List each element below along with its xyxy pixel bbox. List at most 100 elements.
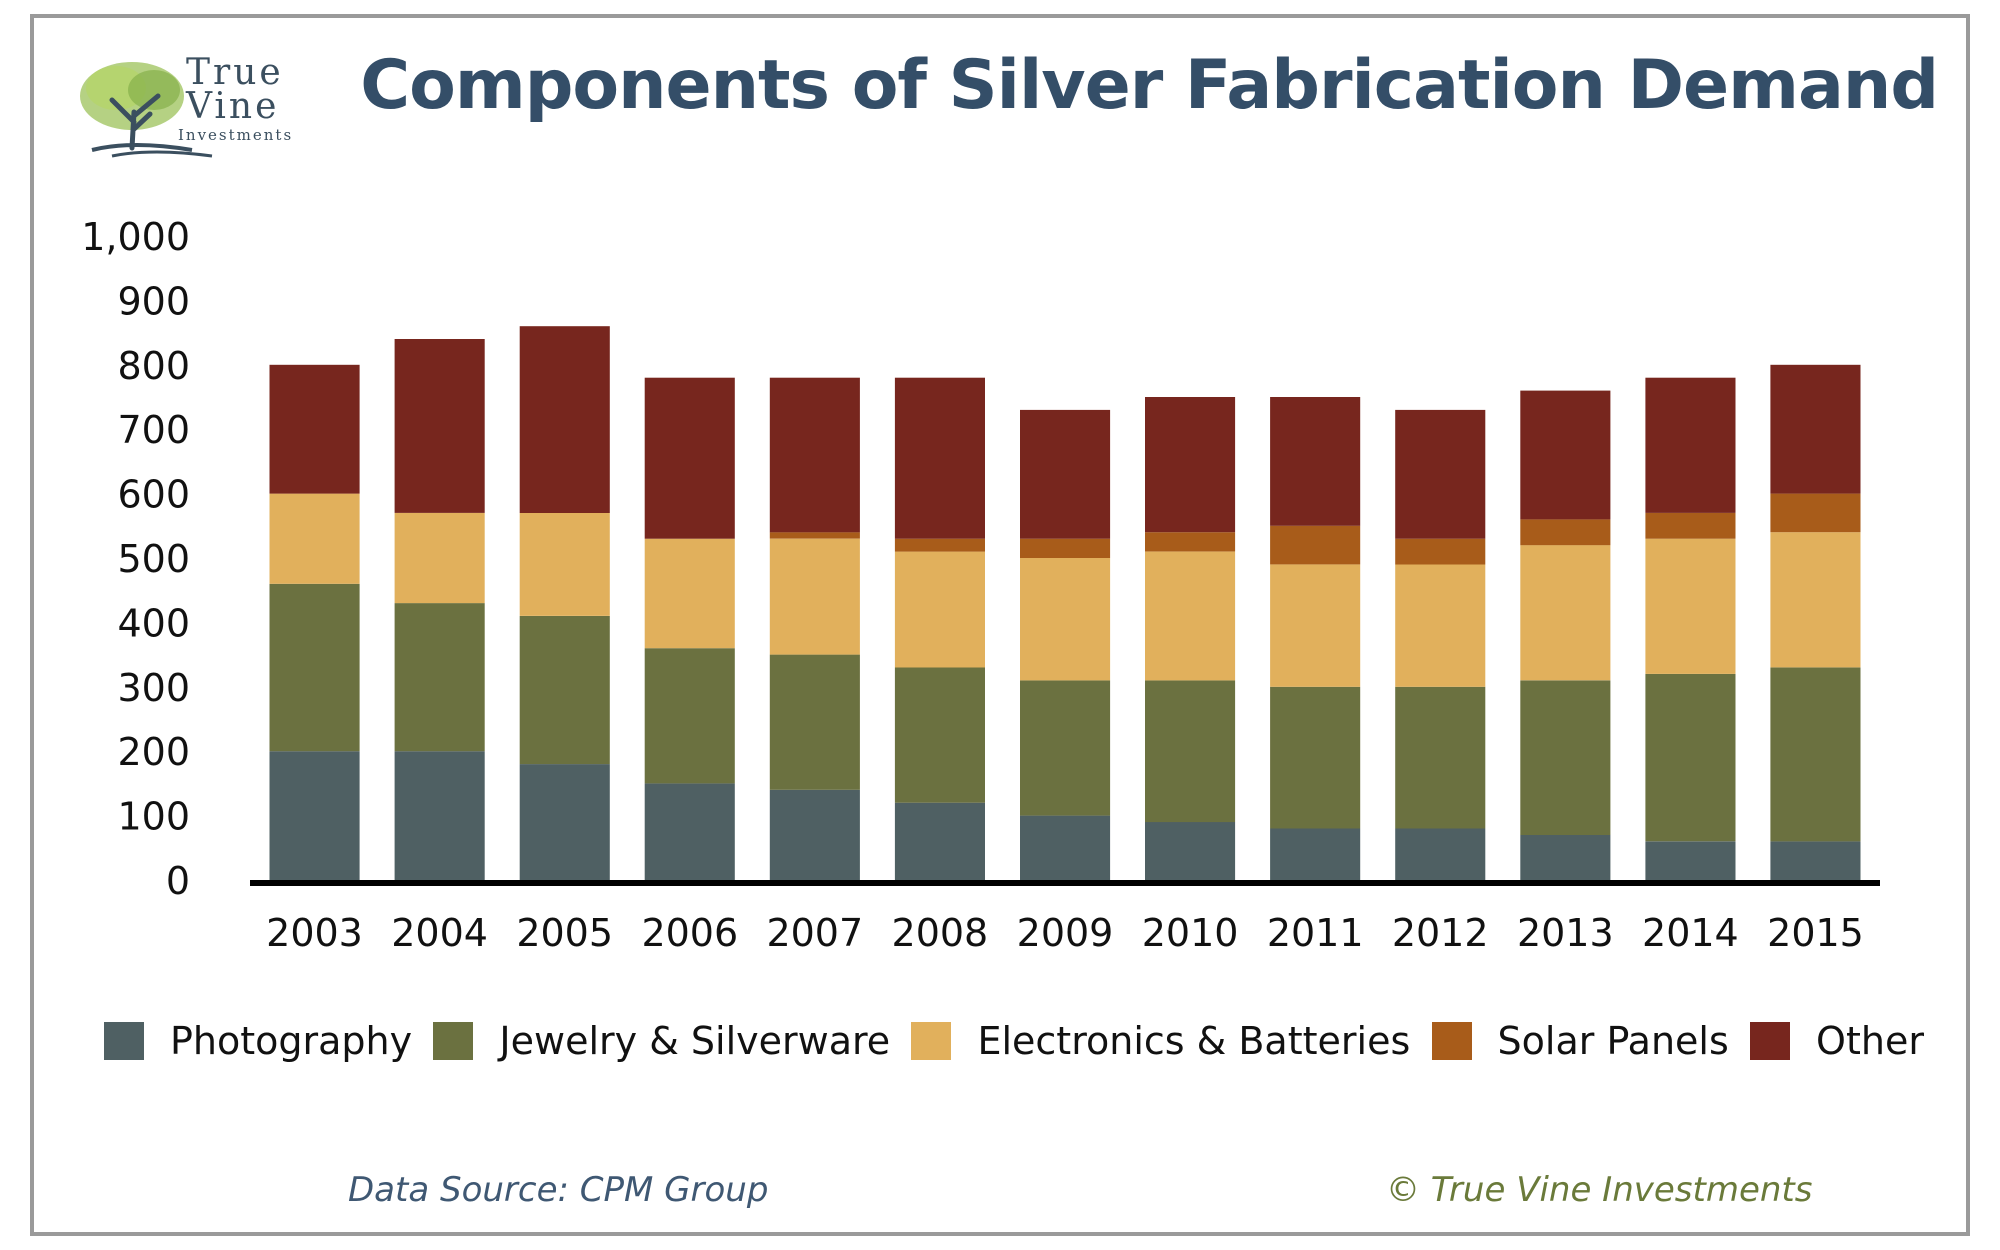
y-tick-label-1000: 1,000 xyxy=(81,215,190,259)
y-tick-label-900: 900 xyxy=(117,279,190,323)
legend-item-electronics: Electronics & Batteries xyxy=(911,1019,1410,1063)
stacked-bar-chart: 2003 2004 2005 2006 2007 2008 2009 2010 2011 2012… xyxy=(81,215,1880,955)
legend-item-photography: Photography xyxy=(104,1019,412,1063)
bar-2012-photography xyxy=(1395,828,1486,880)
legend-item-jewelry: Jewelry & Silverware xyxy=(433,1019,890,1063)
bar-2012-solar-panels xyxy=(1395,538,1486,565)
bar-2007-solar-panels xyxy=(769,532,860,539)
tree-logo-icon xyxy=(80,62,213,158)
chart-title: Components of Silver Fabrication Demand xyxy=(360,46,1939,125)
bar-2007-other xyxy=(769,377,860,533)
y-tick-label-600: 600 xyxy=(117,473,190,517)
bar-2012-jewelry-silverware xyxy=(1395,686,1486,829)
x-tick-label-2011: 2011 xyxy=(1267,911,1364,955)
bar-2006-photography xyxy=(644,783,735,880)
bar-2008-electronics-batteries xyxy=(894,551,985,668)
bar-2010-photography xyxy=(1145,822,1236,880)
bar-2007-electronics-batteries xyxy=(769,538,860,655)
legend-label-electronics: Electronics & Batteries xyxy=(977,1019,1411,1063)
bar-2013-electronics-batteries xyxy=(1520,545,1611,681)
y-tick-label-400: 400 xyxy=(117,601,190,645)
bar-2011-jewelry-silverware xyxy=(1270,686,1361,829)
logo-text-vine: Vine xyxy=(186,86,280,127)
legend-item-solar: Solar Panels xyxy=(1431,1019,1729,1063)
bar-2003-photography xyxy=(269,751,360,880)
legend-swatch-electronics xyxy=(911,1022,952,1060)
x-tick-label-2003: 2003 xyxy=(266,911,363,955)
x-tick-label-2006: 2006 xyxy=(641,911,738,955)
bar-2014-jewelry-silverware xyxy=(1645,673,1736,842)
x-tick-label-2010: 2010 xyxy=(1142,911,1239,955)
x-tick-label-2012: 2012 xyxy=(1392,911,1489,955)
bar-2005-jewelry-silverware xyxy=(519,616,610,765)
x-tick-label-2007: 2007 xyxy=(766,911,863,955)
legend: Photography Jewelry & Silverware Electro… xyxy=(104,1015,1924,1067)
bar-2008-photography xyxy=(894,802,985,880)
bar-2011-other xyxy=(1270,397,1361,526)
bar-2004-electronics-batteries xyxy=(394,512,485,604)
legend-item-other: Other xyxy=(1750,1019,1924,1063)
bar-2006-other xyxy=(644,377,735,539)
bar-2006-jewelry-silverware xyxy=(644,648,735,784)
bar-2015-solar-panels xyxy=(1770,493,1861,533)
y-tick-label-800: 800 xyxy=(117,344,190,388)
bar-2005-photography xyxy=(519,764,610,880)
bar-2014-electronics-batteries xyxy=(1645,538,1736,674)
bar-2014-other xyxy=(1645,377,1736,513)
legend-swatch-jewelry xyxy=(433,1022,474,1060)
bar-2012-other xyxy=(1395,409,1486,539)
bar-2010-other xyxy=(1145,397,1236,533)
bar-2003-other xyxy=(269,364,360,494)
bar-2013-solar-panels xyxy=(1520,519,1611,546)
logo-text-true: True xyxy=(186,52,284,93)
y-tick-label-300: 300 xyxy=(117,666,190,710)
bar-2010-solar-panels xyxy=(1145,532,1236,552)
bar-2008-other xyxy=(894,377,985,539)
legend-label-jewelry: Jewelry & Silverware xyxy=(499,1019,891,1063)
bar-2015-jewelry-silverware xyxy=(1770,667,1861,842)
data-source-note: Data Source: CPM Group xyxy=(348,1170,769,1210)
x-tick-label-2005: 2005 xyxy=(516,911,613,955)
bar-2011-photography xyxy=(1270,828,1361,880)
bar-2005-other xyxy=(519,326,610,513)
legend-swatch-solar xyxy=(1431,1022,1472,1060)
bar-2011-electronics-batteries xyxy=(1270,564,1361,687)
bar-2007-jewelry-silverware xyxy=(769,654,860,790)
bar-2007-photography xyxy=(769,789,860,880)
bar-2010-jewelry-silverware xyxy=(1145,680,1236,823)
logo-text-investments: Investments xyxy=(178,126,294,144)
y-tick-label-500: 500 xyxy=(117,537,190,581)
x-tick-label-2014: 2014 xyxy=(1642,911,1739,955)
bar-2009-solar-panels xyxy=(1020,538,1111,558)
bar-2015-photography xyxy=(1770,841,1861,880)
bar-2009-photography xyxy=(1020,815,1111,880)
legend-swatch-photography xyxy=(104,1022,144,1060)
bar-2015-other xyxy=(1770,364,1861,494)
bar-2004-other xyxy=(394,339,485,513)
bar-2014-photography xyxy=(1645,841,1736,880)
bar-2005-electronics-batteries xyxy=(519,512,610,616)
bar-2009-jewelry-silverware xyxy=(1020,680,1111,816)
bar-2012-electronics-batteries xyxy=(1395,564,1486,687)
x-tick-label-2013: 2013 xyxy=(1517,911,1614,955)
bar-2008-jewelry-silverware xyxy=(894,667,985,803)
x-tick-label-2004: 2004 xyxy=(391,911,488,955)
bar-2013-other xyxy=(1520,390,1611,520)
bar-2011-solar-panels xyxy=(1270,525,1361,565)
bar-2013-photography xyxy=(1520,834,1611,880)
bar-2004-jewelry-silverware xyxy=(394,603,485,752)
bar-2009-other xyxy=(1020,409,1111,539)
y-tick-label-100: 100 xyxy=(117,795,190,839)
y-tick-label-200: 200 xyxy=(117,730,190,774)
y-tick-label-700: 700 xyxy=(117,408,190,452)
bar-2006-electronics-batteries xyxy=(644,538,735,649)
bar-2010-electronics-batteries xyxy=(1145,551,1236,681)
x-tick-label-2009: 2009 xyxy=(1017,911,1114,955)
bar-2008-solar-panels xyxy=(894,538,985,552)
legend-label-photography: Photography xyxy=(170,1019,413,1063)
y-tick-label-0: 0 xyxy=(166,859,190,903)
bar-2009-electronics-batteries xyxy=(1020,558,1111,681)
legend-label-other: Other xyxy=(1816,1019,1924,1063)
bar-2003-electronics-batteries xyxy=(269,493,360,584)
legend-swatch-other xyxy=(1750,1022,1791,1060)
